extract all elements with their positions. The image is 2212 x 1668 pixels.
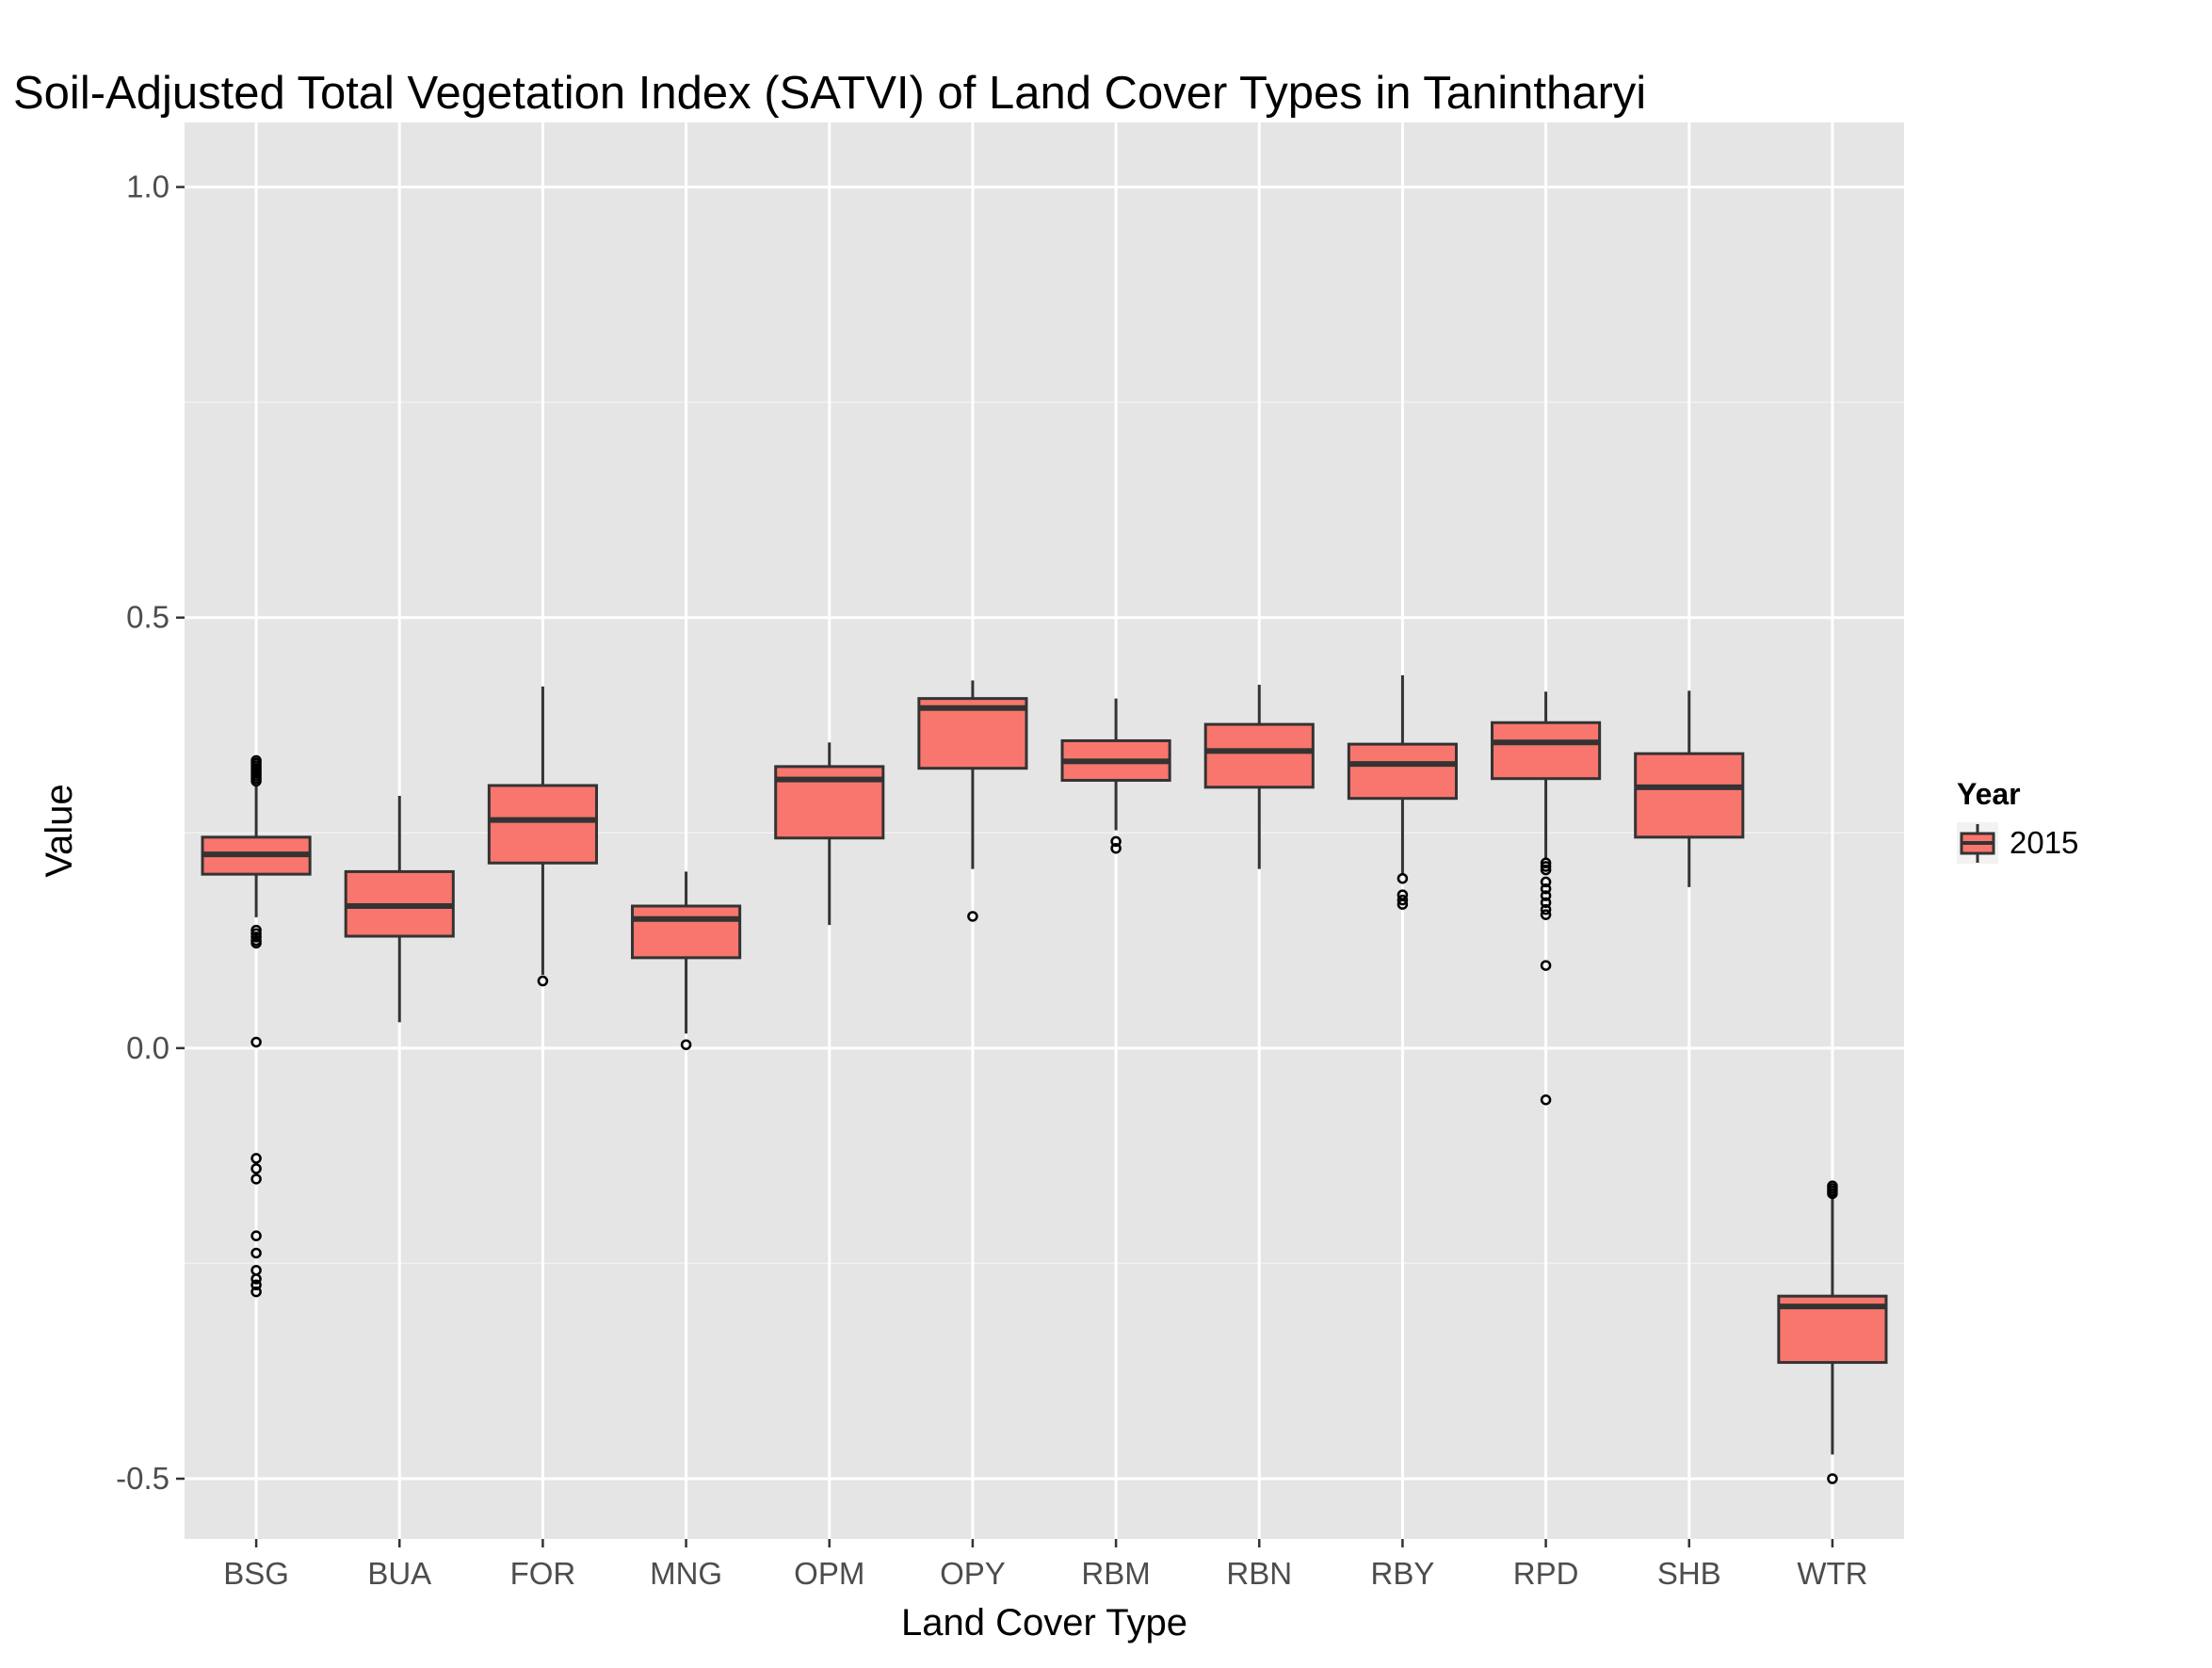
outlier-point: [1540, 903, 1552, 915]
x-tick-label: BSG: [223, 1556, 289, 1591]
y-tick-label: 0.0: [126, 1030, 170, 1065]
x-tick-label: RBM: [1081, 1556, 1150, 1591]
box-bua: [344, 795, 455, 1023]
x-tick-label: FOR: [510, 1556, 576, 1591]
legend-title: Year: [1957, 777, 2021, 811]
legend-label-2015: 2015: [2010, 825, 2078, 860]
outlier-point: [1540, 876, 1552, 888]
box-iqr: [1347, 742, 1458, 801]
outlier-point: [1540, 883, 1552, 895]
box-shb: [1634, 690, 1745, 887]
box-opm: [774, 742, 885, 926]
outlier-point: [1397, 872, 1409, 884]
box-iqr: [1634, 752, 1745, 839]
outlier-point: [1540, 861, 1552, 872]
outlier-point: [1540, 864, 1552, 876]
outlier-point: [1397, 899, 1409, 910]
outlier-point: [1110, 842, 1122, 854]
outlier-point: [1540, 897, 1552, 909]
y-axis-title: Value: [39, 784, 80, 877]
box-rpd: [1491, 691, 1602, 1106]
x-axis-title: Land Cover Type: [901, 1602, 1187, 1644]
box-opy: [917, 680, 1028, 922]
x-tick-label: BUA: [367, 1556, 431, 1591]
outlier-point: [250, 775, 262, 787]
outlier-point: [1540, 857, 1552, 869]
box-wtr: [1777, 1180, 1888, 1484]
box-rbm: [1060, 698, 1171, 854]
outlier-point: [250, 1230, 262, 1241]
x-axis: BSG BUA FOR MNG OPM OPY RBM RBN RBY RPD SHB WTR: [223, 1539, 1867, 1591]
outlier-point: [250, 1279, 262, 1291]
x-tick-label: MNG: [650, 1556, 722, 1591]
outlier-point: [250, 1286, 262, 1298]
outlier-point: [680, 1039, 692, 1050]
box-iqr: [1491, 721, 1602, 781]
box-for: [487, 686, 598, 987]
x-tick-label: SHB: [1657, 1556, 1721, 1591]
y-tick-label: -0.5: [116, 1461, 170, 1496]
grid-minor-lines: [185, 401, 1904, 1265]
outlier-point: [250, 1163, 262, 1174]
y-tick-label: 0.5: [126, 600, 170, 635]
box-rbn: [1203, 685, 1315, 869]
outlier-point: [1827, 1188, 1838, 1200]
outlier-point: [250, 1174, 262, 1185]
outlier-point: [967, 911, 978, 922]
box-iqr: [1203, 722, 1315, 789]
outlier-point: [1827, 1473, 1838, 1484]
plot-panel: [185, 122, 1904, 1539]
outlier-point: [1397, 894, 1409, 906]
outlier-point: [1110, 835, 1122, 848]
legend: Year 2015: [1957, 777, 2078, 864]
outlier-point: [250, 924, 262, 936]
x-tick-label: WTR: [1797, 1556, 1867, 1591]
chart-title: Soil-Adjusted Total Vegetation Index (SA…: [13, 68, 1646, 119]
x-tick-label: RBN: [1226, 1556, 1292, 1591]
outlier-point: [250, 1036, 262, 1048]
box-rby: [1347, 674, 1458, 910]
outlier-point: [1540, 909, 1552, 920]
box-iqr: [631, 904, 742, 960]
box-iqr: [487, 784, 598, 865]
box-mng: [631, 871, 742, 1050]
box-series-2015: [201, 674, 1888, 1484]
outlier-point: [1540, 960, 1552, 971]
outlier-point: [250, 937, 262, 949]
outlier-point: [1540, 1093, 1552, 1106]
outlier-point: [250, 1153, 262, 1164]
outlier-point: [250, 1247, 262, 1259]
outlier-point: [250, 931, 262, 943]
x-tick-label: RPD: [1513, 1556, 1579, 1591]
box-bsg: [201, 754, 312, 1298]
y-tick-label: 1.0: [126, 170, 170, 204]
outlier-point: [1540, 890, 1552, 901]
x-tick-label: OPM: [794, 1556, 864, 1591]
outlier-point: [250, 1273, 262, 1285]
x-tick-label: OPY: [940, 1556, 1006, 1591]
outlier-point: [537, 975, 549, 987]
y-axis: -0.5 0.0 0.5 1.0: [116, 170, 185, 1496]
x-tick-label: RBY: [1370, 1556, 1434, 1591]
